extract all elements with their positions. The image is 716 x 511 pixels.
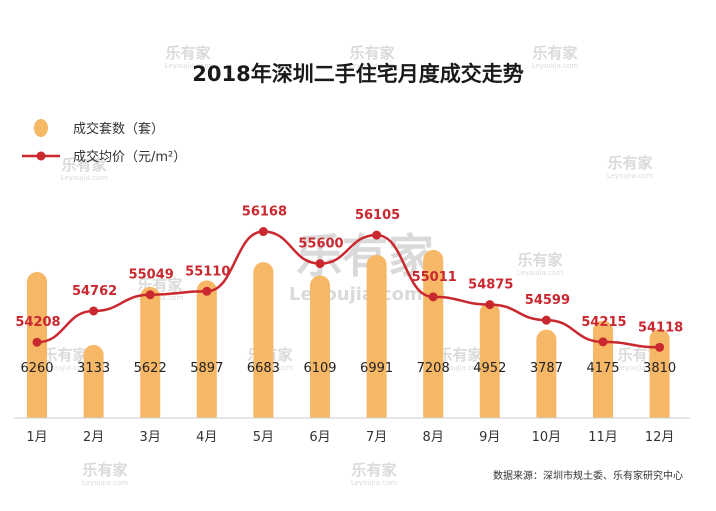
bar-4 bbox=[196, 280, 217, 418]
watermark-small-domain-2: Leyoujia.com bbox=[349, 62, 395, 70]
legend-bar-label: 成交套数（套） bbox=[73, 121, 164, 137]
bar-3 bbox=[140, 286, 161, 418]
price-point-6 bbox=[315, 259, 325, 269]
watermark-small-domain-3: Leyoujia.com bbox=[532, 62, 578, 70]
price-value-label-6: 55600 bbox=[298, 237, 343, 252]
x-tick-12: 12月 bbox=[645, 430, 675, 445]
x-tick-2: 2月 bbox=[83, 430, 104, 445]
price-point-4 bbox=[202, 286, 212, 296]
price-value-label-9: 54875 bbox=[468, 278, 513, 293]
watermark-small-5: 乐有家 bbox=[61, 156, 106, 174]
price-point-9 bbox=[485, 300, 495, 310]
x-tick-4: 4月 bbox=[196, 430, 217, 445]
watermark-small-domain-7: Leyoujia.com bbox=[517, 269, 563, 277]
price-value-label-7: 56105 bbox=[355, 208, 400, 223]
watermark-small-domain-10: Leyoujia.com bbox=[437, 364, 483, 372]
x-tick-9: 9月 bbox=[479, 430, 500, 445]
x-tick-1: 1月 bbox=[26, 430, 47, 445]
bar-7 bbox=[366, 254, 387, 418]
bar-value-label-5: 6683 bbox=[247, 361, 280, 376]
bar-value-label-3: 5622 bbox=[134, 361, 167, 376]
bar-value-label-8: 7208 bbox=[417, 361, 450, 376]
bar-value-label-10: 3787 bbox=[530, 361, 563, 376]
watermark-small-7: 乐有家 bbox=[517, 251, 562, 269]
watermark-small-3: 乐有家 bbox=[532, 44, 577, 62]
bar-value-label-4: 5897 bbox=[190, 361, 223, 376]
price-value-label-11: 54215 bbox=[581, 315, 626, 330]
x-tick-11: 11月 bbox=[588, 430, 618, 445]
price-value-label-8: 55011 bbox=[412, 270, 457, 285]
watermark-small-domain-11: Leyoujia.com bbox=[617, 364, 663, 372]
bar-value-label-9: 4952 bbox=[473, 361, 506, 376]
price-point-11 bbox=[598, 337, 608, 347]
bar-value-label-11: 4175 bbox=[586, 361, 619, 376]
bar-8 bbox=[423, 249, 444, 418]
price-point-5 bbox=[258, 227, 268, 237]
watermark-small-domain-1: Leyoujia.com bbox=[165, 62, 211, 70]
watermark-small-domain-5: Leyoujia.com bbox=[61, 174, 107, 182]
bar-2 bbox=[83, 344, 104, 418]
watermark-small-1: 乐有家 bbox=[165, 44, 210, 62]
bar-11 bbox=[593, 320, 613, 418]
watermark-small-10: 乐有家 bbox=[437, 346, 482, 364]
price-point-3 bbox=[145, 290, 155, 300]
bar-value-label-6: 6109 bbox=[303, 361, 336, 376]
price-point-7 bbox=[372, 230, 382, 240]
x-tick-7: 7月 bbox=[366, 430, 387, 445]
price-point-8 bbox=[428, 292, 438, 302]
x-tick-5: 5月 bbox=[253, 430, 274, 445]
legend-line-marker bbox=[36, 151, 46, 161]
bar-value-label-1: 6260 bbox=[20, 361, 53, 376]
x-tick-10: 10月 bbox=[532, 430, 562, 445]
price-value-label-4: 55110 bbox=[185, 264, 230, 279]
x-tick-labels: 1月 2月 3月 4月 5月 6月 7月 8月 9月 10月 11月 12月 bbox=[26, 430, 674, 445]
bar-12 bbox=[649, 329, 670, 418]
legend: 成交套数（套） 成交均价（元/m²） bbox=[22, 119, 186, 165]
bar-9 bbox=[479, 302, 500, 418]
price-value-label-2: 54762 bbox=[72, 284, 117, 299]
price-point-1 bbox=[32, 337, 42, 347]
line-series bbox=[32, 227, 665, 352]
watermark-small-12: 乐有家 bbox=[82, 461, 127, 479]
bar-value-label-7: 6991 bbox=[360, 361, 393, 376]
watermark-small-domain-4: Leyoujia.com bbox=[607, 172, 653, 180]
line-value-labels: 54208 54762 55049 55110 56168 55600 56105 55011… bbox=[15, 205, 683, 336]
price-point-10 bbox=[541, 315, 551, 325]
price-value-label-12: 54118 bbox=[638, 320, 683, 335]
x-tick-8: 8月 bbox=[423, 430, 444, 445]
price-value-label-1: 54208 bbox=[15, 315, 60, 330]
bar-value-labels: 6260 3133 5622 5897 6683 6109 6991 7208 4952 3787… bbox=[20, 361, 676, 376]
watermark-small-domain-12: Leyoujia.com bbox=[82, 479, 128, 487]
x-tick-3: 3月 bbox=[140, 430, 161, 445]
price-value-label-3: 55049 bbox=[129, 268, 174, 283]
watermark-small-2: 乐有家 bbox=[349, 44, 394, 62]
source-note: 数据来源：深圳市规土委、乐有家研究中心 bbox=[493, 469, 683, 482]
legend-line-label: 成交均价（元/m²） bbox=[73, 149, 186, 165]
watermark-small-4: 乐有家 bbox=[607, 154, 652, 172]
price-point-2 bbox=[89, 306, 99, 316]
bar-6 bbox=[310, 275, 330, 418]
bar-value-label-2: 3133 bbox=[77, 361, 110, 376]
watermark-small-13: 乐有家 bbox=[351, 461, 396, 479]
watermark-small-domain-8: Leyoujia.com bbox=[42, 364, 88, 372]
watermark-small-8: 乐有家 bbox=[42, 346, 87, 364]
bar-5 bbox=[253, 262, 274, 418]
price-value-label-5: 56168 bbox=[242, 205, 287, 220]
price-point-12 bbox=[655, 342, 665, 352]
chart-title: 2018年深圳二手住宅月度成交走势 bbox=[192, 62, 523, 86]
watermark-layer: 乐有家Leyoujia.com乐有家Leyoujia.com乐有家Leyouji… bbox=[42, 44, 663, 487]
price-value-label-10: 54599 bbox=[525, 293, 570, 308]
x-tick-6: 6月 bbox=[309, 430, 330, 445]
bar-value-label-12: 3810 bbox=[643, 361, 676, 376]
legend-bar-swatch bbox=[34, 119, 48, 137]
watermark-small-domain-13: Leyoujia.com bbox=[351, 479, 397, 487]
bar-10 bbox=[536, 329, 557, 418]
